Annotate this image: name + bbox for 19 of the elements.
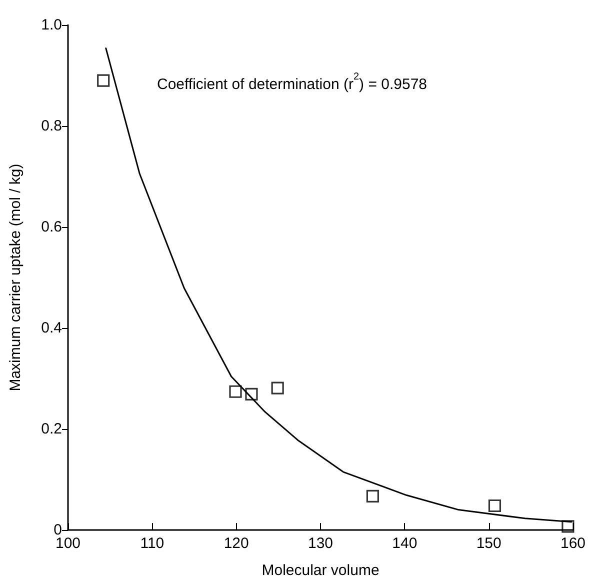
x-tick-label: 140 (392, 535, 418, 552)
y-tick-label: 0.6 (41, 218, 62, 236)
point (488, 499, 502, 512)
x-tick-label: 130 (308, 535, 334, 552)
point (229, 385, 242, 398)
y-tick-label: 1.0 (41, 16, 62, 34)
y-tick-label: 0.8 (41, 118, 62, 134)
x-tick-label: 160 (560, 535, 586, 552)
point (97, 74, 110, 87)
x-axis-title: Molecular volume (262, 562, 380, 579)
x-tick-label: 120 (224, 535, 249, 552)
y-tick-label: 0.2 (41, 420, 62, 438)
point (271, 382, 284, 394)
y-tick-label: 0.4 (41, 320, 62, 336)
point (245, 388, 258, 400)
x-tick-label: 150 (476, 535, 502, 552)
point (366, 490, 379, 502)
x-tick-label: 110 (140, 535, 164, 552)
y-axis-title: Maximum carrier uptake (mol / kg) (7, 164, 24, 392)
